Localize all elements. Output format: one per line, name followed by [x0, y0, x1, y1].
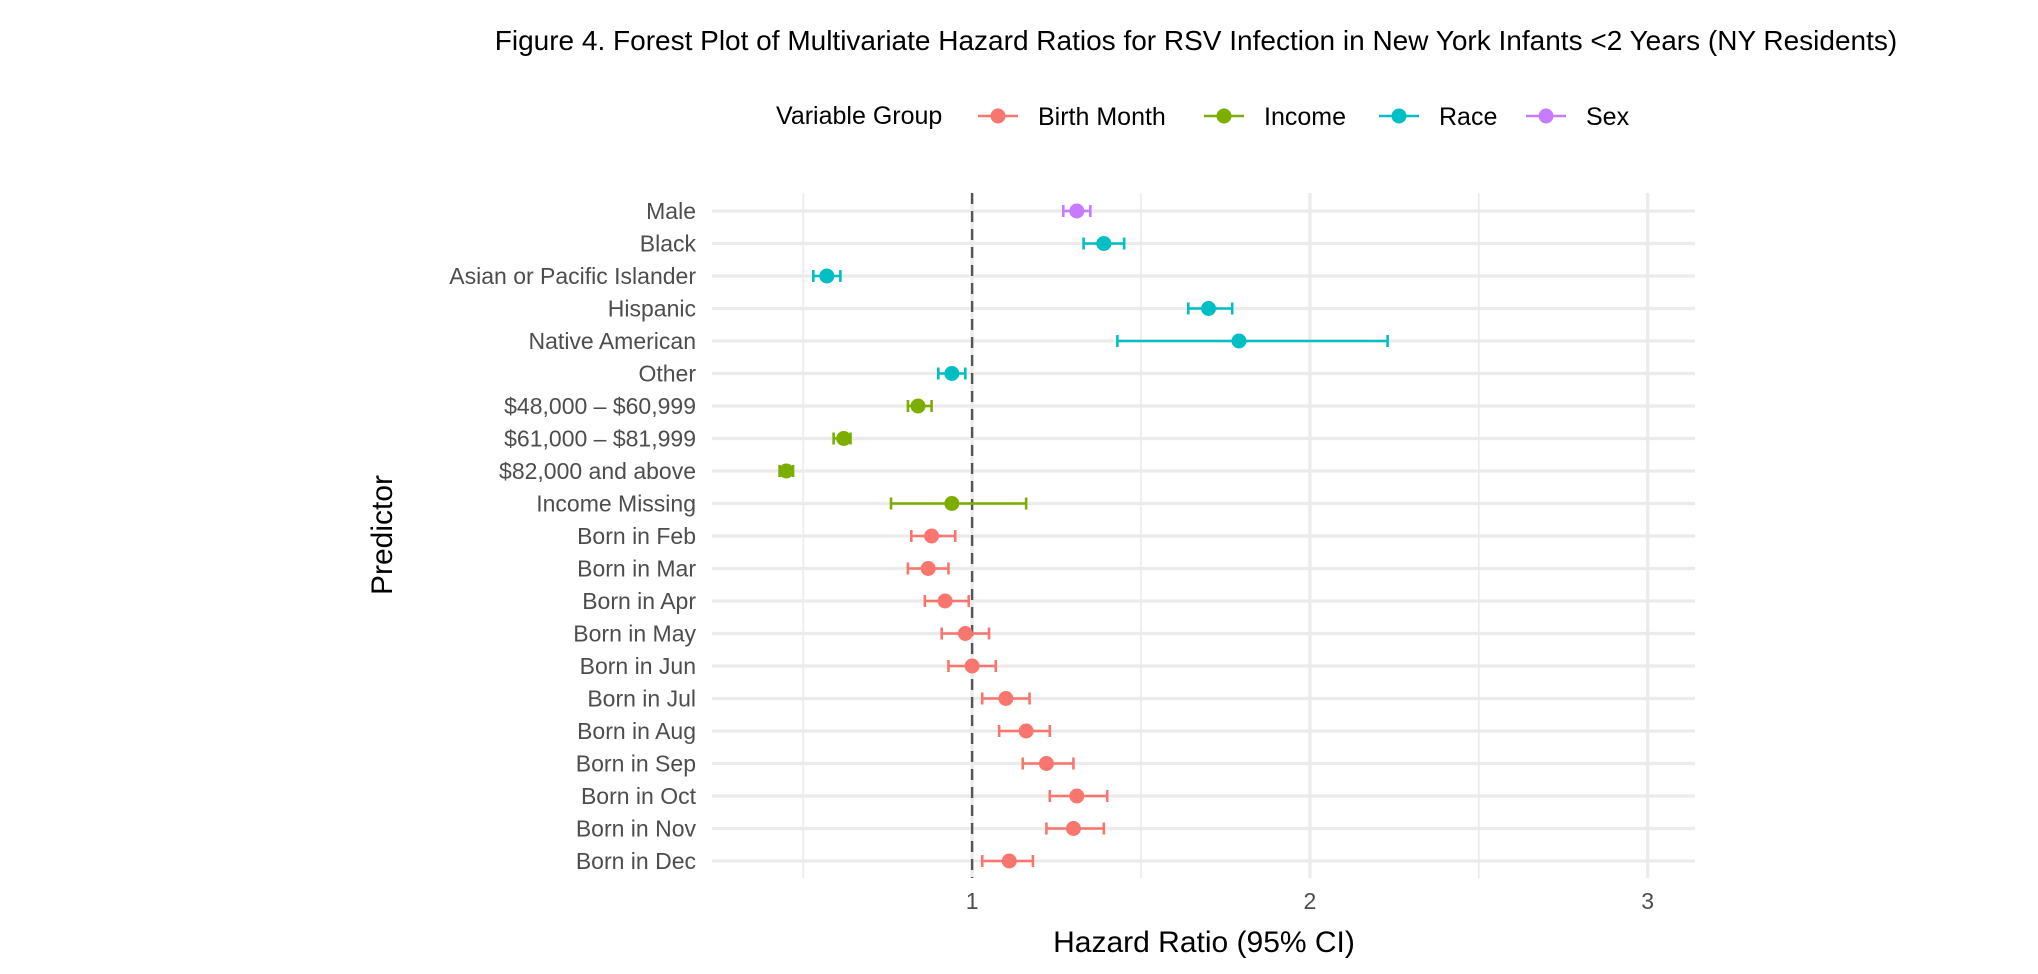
x-tick-label: 3 [1641, 888, 1654, 914]
legend-label: Race [1439, 103, 1497, 131]
hazard-ratio-point [778, 463, 794, 479]
y-tick-label: $48,000 – $60,999 [504, 393, 696, 419]
hazard-ratio-point [1001, 853, 1017, 869]
y-tick-label: Male [646, 198, 696, 224]
hazard-ratio-point [944, 366, 960, 381]
forest-row [1186, 301, 1234, 316]
chart-title: Figure 4. Forest Plot of Multivariate Ha… [495, 25, 1897, 56]
y-tick-label: Black [640, 231, 697, 257]
hazard-ratio-point [937, 593, 953, 609]
y-tick-label: Born in Jul [587, 686, 696, 712]
hazard-ratio-point [924, 528, 940, 544]
y-tick-label: Born in Aug [577, 718, 696, 744]
hazard-ratio-point [944, 496, 960, 511]
forest-row [1062, 203, 1092, 219]
y-tick-label: Asian or Pacific Islander [449, 263, 696, 289]
x-axis: 1 2 3 [966, 888, 1654, 914]
hazard-ratio-point [836, 431, 852, 446]
y-tick-label: Born in Oct [581, 783, 697, 809]
forest-row [1082, 236, 1126, 251]
y-axis-title: Predictor [366, 475, 399, 595]
forest-row [812, 268, 842, 284]
hazard-ratio-point [1069, 788, 1085, 804]
legend: Variable Group Birth Month Income Race Sex [776, 102, 1630, 131]
legend-label: Income [1264, 103, 1346, 131]
forest-row [980, 853, 1035, 869]
y-axis: Male Black Asian or Pacific Islander Hispan… [449, 198, 696, 874]
hazard-ratio-point [819, 268, 835, 284]
legend-entry: Sex [1526, 103, 1630, 131]
x-tick-label: 2 [1304, 888, 1317, 914]
hazard-ratio-point [1018, 723, 1034, 739]
forest-row [947, 658, 998, 674]
hazard-ratio-point [1096, 236, 1112, 251]
legend-title: Variable Group [776, 102, 942, 130]
x-tick-label: 1 [966, 888, 979, 914]
hazard-ratio-point [1069, 203, 1085, 219]
hazard-ratio-point [920, 561, 936, 576]
forest-row [1116, 333, 1389, 349]
forest-row [832, 431, 852, 446]
forest-row [940, 626, 991, 641]
forest-row [1048, 788, 1109, 804]
legend-key-point [1391, 108, 1407, 124]
hazard-ratio-point [1038, 756, 1054, 771]
y-tick-label: $82,000 and above [499, 458, 696, 484]
legend-key-point [1216, 108, 1232, 124]
forest-row [778, 463, 795, 479]
y-tick-label: Other [638, 361, 696, 387]
y-tick-label: Born in Dec [576, 848, 696, 874]
plot-panel [712, 193, 1695, 878]
y-tick-label: Income Missing [536, 491, 696, 517]
hazard-ratio-point [910, 398, 926, 414]
forest-row [980, 691, 1031, 706]
forest-row [906, 398, 933, 414]
y-tick-label: $61,000 – $81,999 [504, 426, 696, 452]
hazard-ratio-point [1231, 333, 1247, 349]
legend-label: Birth Month [1038, 103, 1166, 131]
y-tick-label: Born in Feb [577, 523, 696, 549]
y-tick-label: Born in Sep [576, 751, 696, 777]
hazard-ratio-point [998, 691, 1014, 706]
x-axis-title: Hazard Ratio (95% CI) [1053, 926, 1355, 959]
hazard-ratio-point [1201, 301, 1217, 316]
forest-row [906, 561, 950, 576]
legend-entry: Race [1379, 103, 1497, 131]
forest-row [889, 496, 1028, 511]
hazard-ratio-point [964, 658, 980, 674]
y-tick-label: Born in Nov [576, 816, 697, 842]
forest-row [910, 528, 957, 544]
forest-row [997, 723, 1052, 739]
forest-row [1021, 756, 1075, 771]
hazard-ratio-point [1065, 821, 1081, 836]
legend-key-point [990, 108, 1006, 124]
y-tick-label: Born in Mar [577, 556, 696, 582]
legend-entry: Birth Month [978, 103, 1166, 131]
legend-key-point [1538, 108, 1554, 124]
forest-row [937, 366, 967, 381]
y-tick-label: Native American [529, 328, 696, 354]
legend-entry: Income [1204, 103, 1346, 131]
y-tick-label: Born in Apr [582, 588, 696, 614]
legend-label: Sex [1586, 103, 1630, 131]
y-tick-label: Hispanic [608, 296, 696, 322]
y-tick-label: Born in Jun [580, 653, 696, 679]
forest-row [1045, 821, 1106, 836]
hazard-ratio-point [957, 626, 973, 641]
y-tick-label: Born in May [573, 621, 696, 647]
forest-row [923, 593, 971, 609]
